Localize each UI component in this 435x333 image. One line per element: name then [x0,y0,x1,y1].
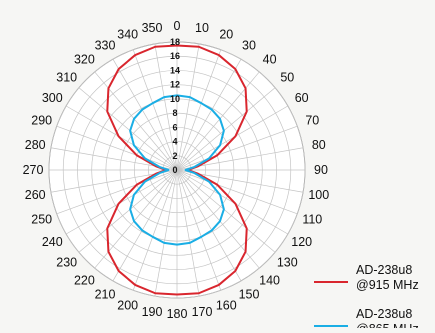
angle-tick-label: 340 [117,28,138,42]
angle-tick-label: 270 [23,163,44,177]
series-line-2 [129,94,225,246]
angular-gridline [112,58,178,171]
angle-tick-label: 230 [56,256,77,270]
angle-tick-label: 80 [312,138,326,152]
angle-tick-label: 100 [308,188,329,202]
angle-tick-labels: 0 10 2030405060708090100110120130140150160… [23,19,330,321]
legend: AD-238u8@915 MHz AD-238u8@865 MHz [314,263,419,333]
angle-tick-label: 310 [56,70,77,84]
angle-tick-label: 300 [42,91,63,105]
angular-gridline [154,169,178,297]
angular-gridline [56,169,178,215]
angular-gridline [112,169,178,282]
angular-gridline [132,169,178,291]
angle-tick-label: 320 [74,53,95,67]
angle-tick-label: 130 [277,256,298,270]
angular-gridline [176,43,200,171]
angular-gridline [176,58,242,171]
radial-tick-label: 12 [170,80,180,90]
angle-tick-label: 330 [95,38,116,52]
angle-tick-label: 30 [242,38,256,52]
radial-tick-label: 16 [170,51,180,61]
series-line-1 [106,44,248,296]
angular-gridline [176,169,298,215]
angle-tick-label: 350 [142,21,163,35]
angle-tick-label: 190 [142,305,163,319]
angle-tick-label: 200 [117,298,138,312]
angle-tick-label: 220 [74,273,95,287]
legend-label-1: AD-238u8 @915 MHz [356,263,419,292]
angular-gridline [132,49,178,171]
angle-tick-label: 60 [295,91,309,105]
angle-tick-label: 260 [25,188,46,202]
radial-tick-label: 14 [170,65,180,75]
radial-tick-label: 18 [170,37,180,47]
radial-tick-label: 2 [172,151,177,161]
radial-tick-label: 8 [172,108,177,118]
angle-tick-label: 170 [192,305,213,319]
legend-label-2: AD-238u8@865 MHz [356,307,419,328]
angle-tick-label: 160 [216,298,237,312]
angle-tick-label: 10 [195,21,209,35]
angular-gridline [176,169,200,297]
angle-tick-label: 290 [31,114,52,128]
radial-tick-label: 6 [172,122,177,132]
angle-tick-label: 40 [263,53,277,67]
radial-tick-labels: 0 2 4 6 8 10 12 14 16 18 [170,37,180,175]
angle-tick-label: 120 [291,235,312,249]
radial-tick-label: 4 [172,137,177,147]
series-layer [106,44,248,296]
angular-gridline [176,87,276,171]
angle-tick-label: 180 [167,307,188,321]
angle-tick-label: 240 [42,235,63,249]
angle-tick-label: 50 [280,70,294,84]
angle-tick-label: 140 [259,273,280,287]
angular-gridline [176,169,222,291]
angle-tick-label: 20 [219,28,233,42]
angular-gridline [154,43,178,171]
polar-grid [48,41,306,299]
angular-gridline [176,49,222,171]
radial-tick-label: 0 [172,165,177,175]
angular-gridline [78,87,178,171]
angle-tick-label: 250 [31,212,52,226]
angle-tick-label: 210 [95,288,116,302]
angle-tick-label: 110 [302,212,322,226]
angular-gridline [78,169,178,253]
angular-gridline [56,125,178,171]
angular-gridline [176,169,242,282]
angular-gridline [176,169,276,253]
angle-tick-label: 0 [174,19,181,33]
angle-tick-label: 150 [239,288,260,302]
angular-gridline [176,125,298,171]
angle-tick-label: 90 [314,163,328,177]
angle-tick-label: 280 [25,138,46,152]
angle-tick-label: 70 [305,114,319,128]
radial-tick-label: 10 [170,94,180,104]
